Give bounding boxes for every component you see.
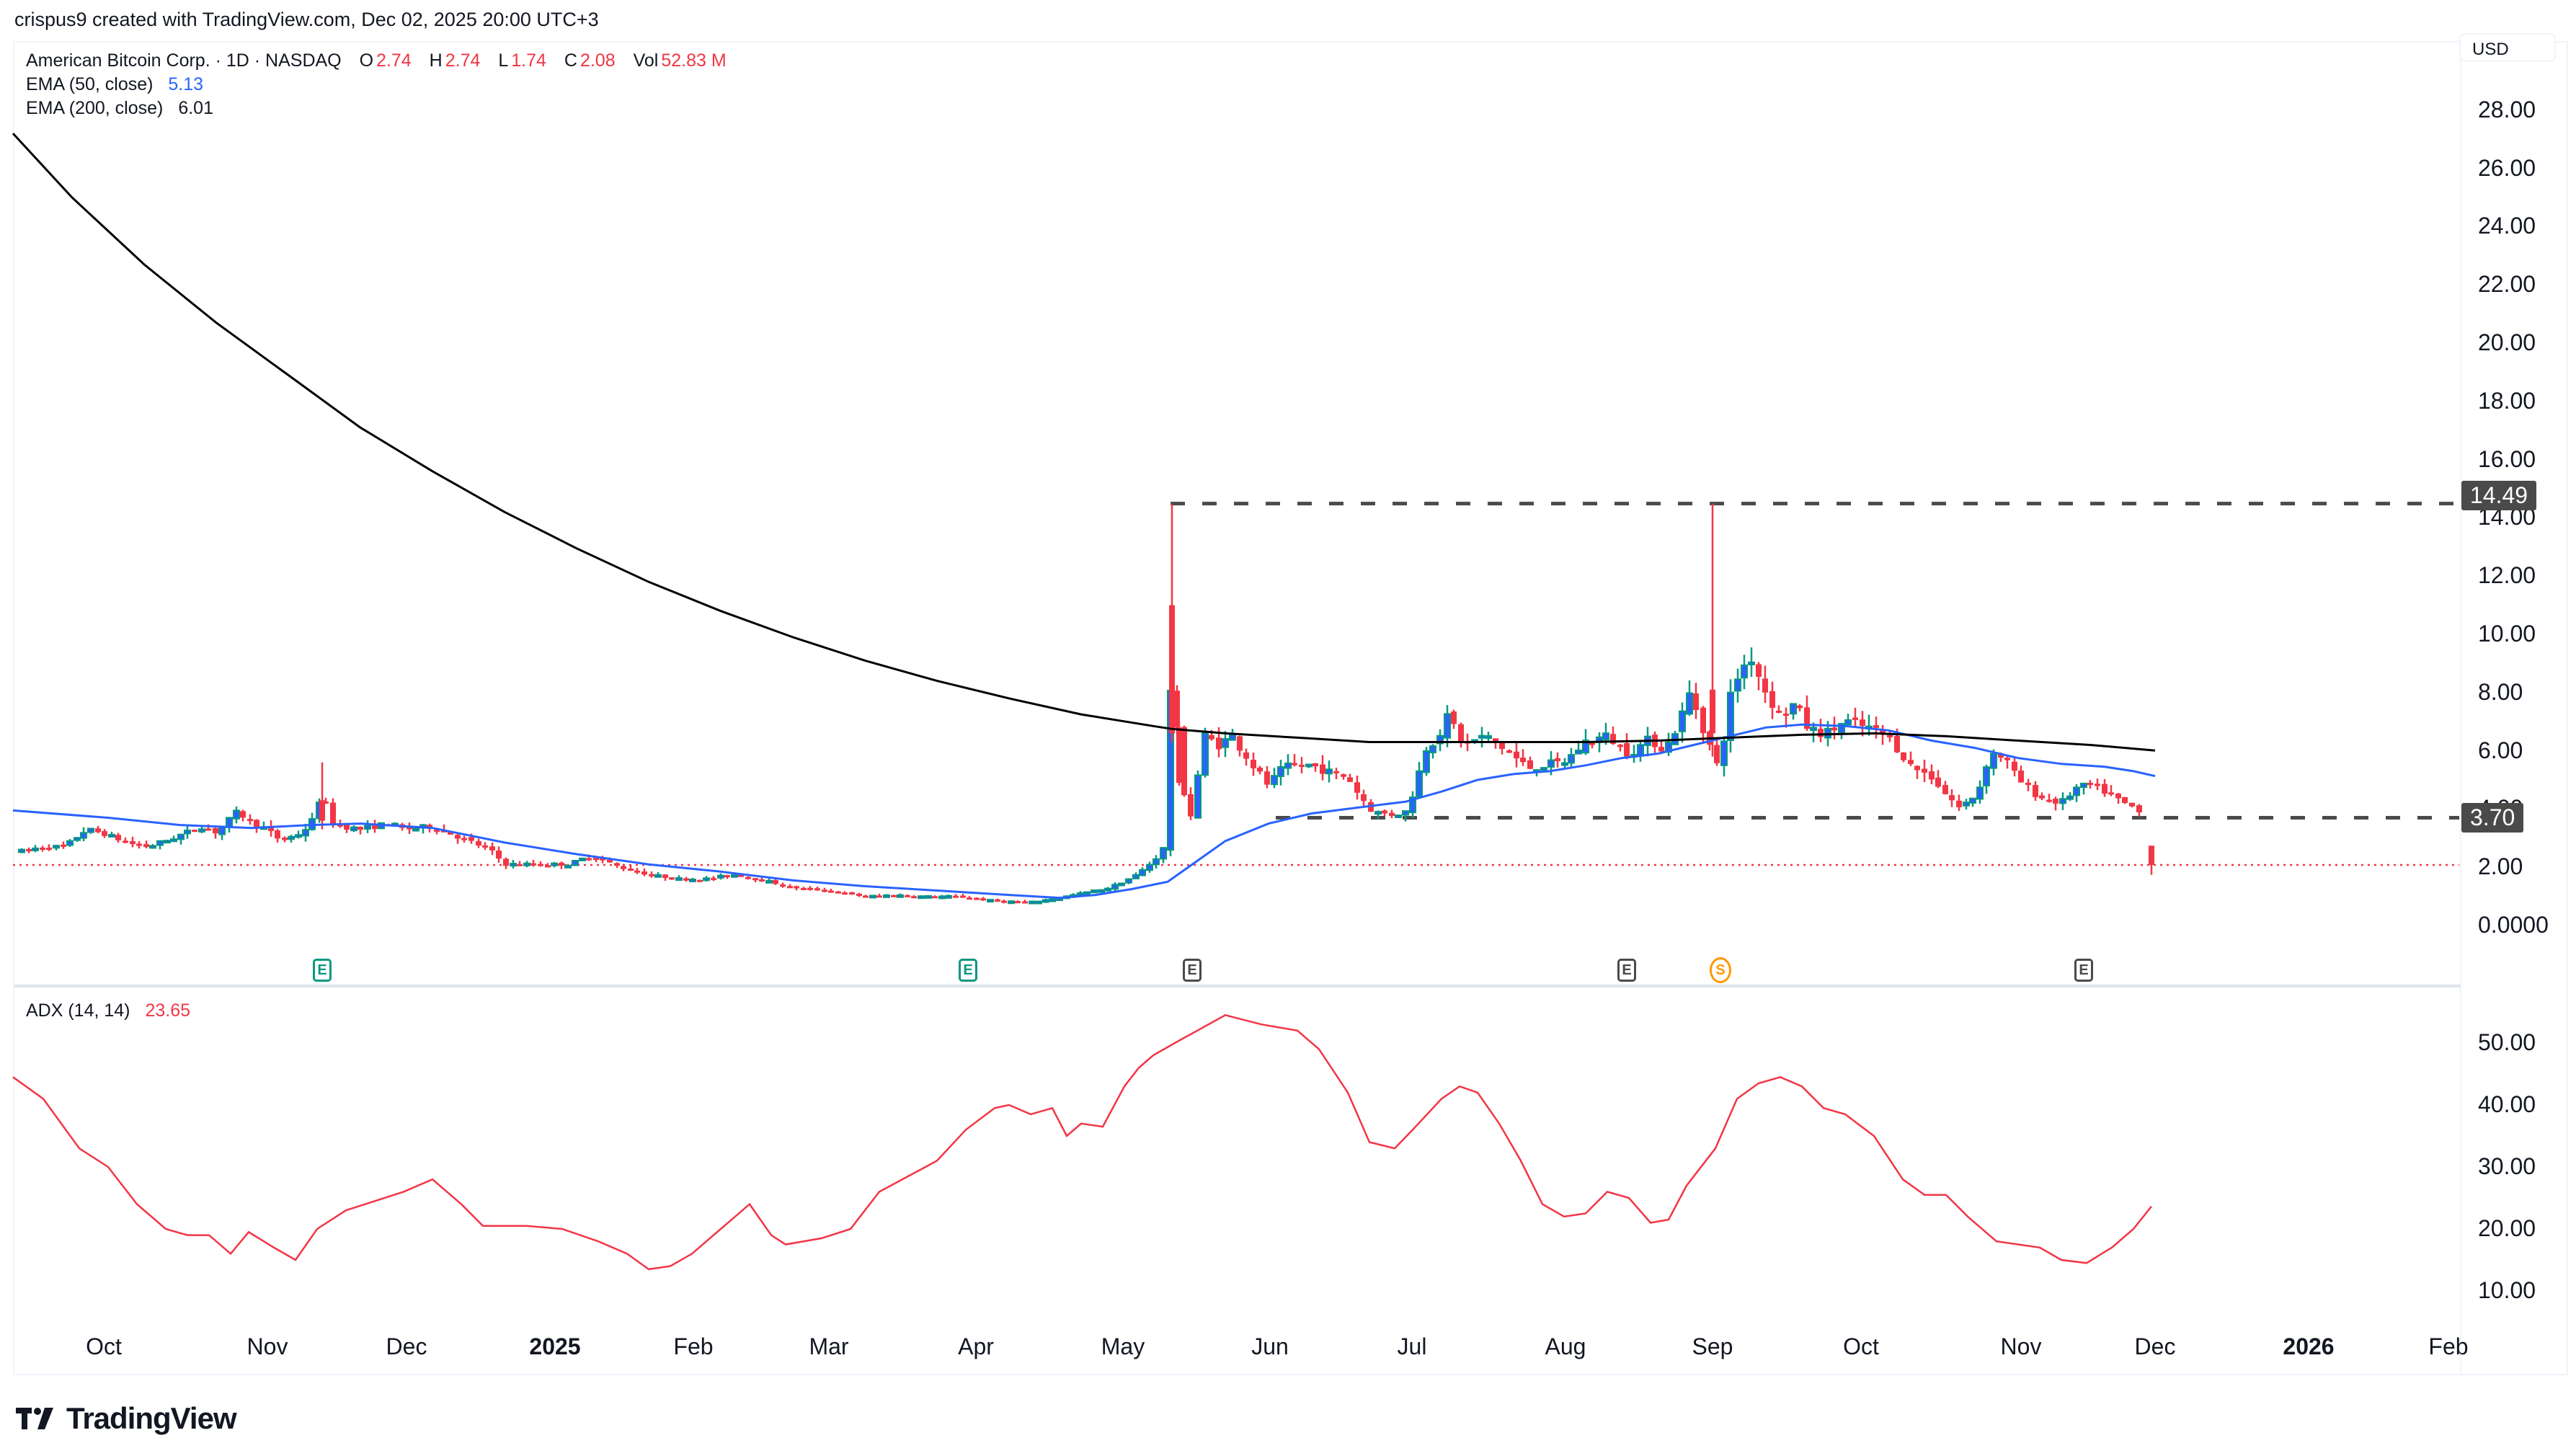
price-axis-label: 20.00	[2478, 329, 2536, 355]
tradingview-logo-text: TradingView	[66, 1401, 237, 1435]
pane-separator[interactable]	[14, 985, 2461, 987]
price-axis-label: 28.00	[2478, 96, 2536, 123]
time-axis-label: Dec	[2134, 1333, 2176, 1359]
price-axis-label: 24.00	[2478, 213, 2536, 239]
volume-value: 52.83 M	[661, 50, 727, 71]
adx-legend[interactable]: ADX (14, 14) 23.65	[26, 1000, 191, 1021]
price-axis-label: 16.00	[2478, 445, 2536, 472]
price-axis-label: 0.0000	[2478, 912, 2549, 938]
close-value: 2.08	[579, 50, 616, 71]
ema200-value: 6.01	[178, 98, 213, 118]
open-value: 2.74	[376, 50, 412, 71]
currency-button[interactable]: USD	[2459, 33, 2556, 62]
earnings-marker-icon[interactable]: E	[1617, 959, 1636, 982]
time-axis-label: Aug	[1545, 1333, 1586, 1359]
earnings-marker-icon[interactable]: E	[2074, 959, 2093, 982]
time-axis-label: Feb	[2428, 1333, 2469, 1359]
adx-axis-label: 20.00	[2478, 1215, 2536, 1241]
chart-frame	[13, 41, 2568, 1375]
time-axis-label: Nov	[2000, 1333, 2042, 1359]
ema50-legend[interactable]: EMA (50, close) 5.13	[26, 74, 204, 94]
adx-axis-label: 50.00	[2478, 1029, 2536, 1055]
symbol-legend: American Bitcoin Corp. · 1D · NASDAQ O 2.…	[26, 50, 727, 71]
candlestick-series[interactable]	[18, 503, 2154, 905]
resistance-price-tag: 14.49	[2461, 481, 2537, 510]
time-axis-label: May	[1101, 1333, 1145, 1359]
price-axis-label: 18.00	[2478, 387, 2536, 414]
adx-value: 23.65	[145, 1000, 191, 1021]
split-marker-icon[interactable]: S	[1710, 957, 1731, 983]
adx-axis-label: 40.00	[2478, 1091, 2536, 1117]
price-axis-label: 22.00	[2478, 271, 2536, 298]
low-value: 1.74	[511, 50, 546, 71]
chart-credit: crispus9 created with TradingView.com, D…	[14, 9, 599, 30]
time-axis-label: Feb	[673, 1333, 714, 1359]
support-price-tag: 3.70	[2461, 803, 2524, 833]
earnings-marker-icon[interactable]: E	[313, 959, 332, 982]
earnings-marker-icon[interactable]: E	[959, 959, 977, 982]
tradingview-logo[interactable]: TradingView	[16, 1401, 237, 1436]
time-axis-label: Sep	[1692, 1333, 1733, 1359]
price-axis-label: 12.00	[2478, 562, 2536, 589]
time-axis-label: 2026	[2283, 1333, 2335, 1359]
ema50-value: 5.13	[168, 74, 204, 94]
ema50-line[interactable]	[12, 723, 2156, 900]
price-axis-label: 2.00	[2478, 853, 2523, 880]
time-axis-label: Dec	[386, 1333, 427, 1359]
time-axis-label: Jun	[1251, 1333, 1289, 1359]
time-axis-label: Mar	[809, 1333, 849, 1359]
time-axis-label: Jul	[1397, 1333, 1427, 1359]
high-value: 2.74	[445, 50, 481, 71]
tradingview-logo-icon	[16, 1408, 53, 1429]
price-axis-label: 8.00	[2478, 678, 2523, 705]
adx-line[interactable]	[12, 1013, 2152, 1271]
time-axis-label: Nov	[247, 1333, 288, 1359]
symbol-title: American Bitcoin Corp. · 1D · NASDAQ	[26, 50, 342, 71]
ema200-line[interactable]	[12, 133, 2156, 752]
earnings-marker-icon[interactable]: E	[1183, 959, 1202, 982]
adx-axis-label: 30.00	[2478, 1153, 2536, 1179]
price-axis-label: 10.00	[2478, 621, 2536, 647]
price-axis-label: 26.00	[2478, 154, 2536, 181]
adx-axis-label: 10.00	[2478, 1277, 2536, 1303]
price-axis-label: 6.00	[2478, 737, 2523, 763]
time-axis-label: Oct	[1843, 1333, 1879, 1359]
time-axis-label: 2025	[529, 1333, 581, 1359]
time-axis-label: Oct	[86, 1333, 122, 1359]
ema200-legend[interactable]: EMA (200, close) 6.01	[26, 98, 213, 118]
time-axis-label: Apr	[958, 1333, 994, 1359]
